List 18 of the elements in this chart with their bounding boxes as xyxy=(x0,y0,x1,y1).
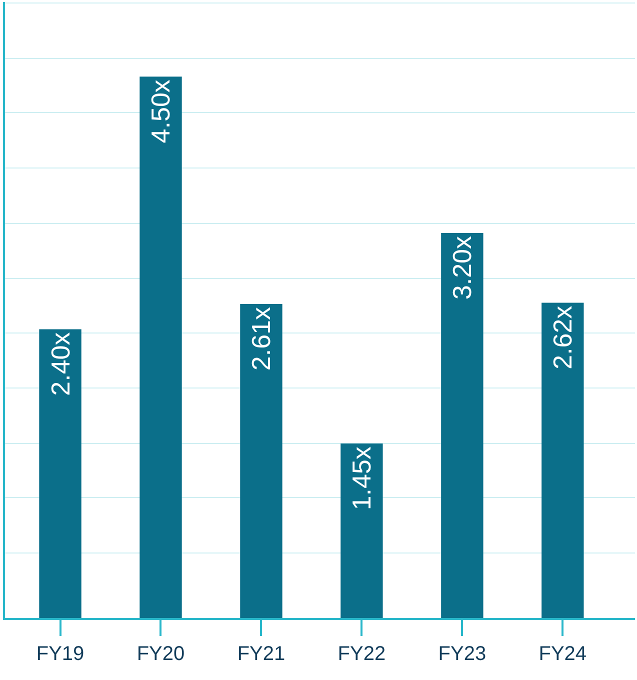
data-label: 3.20x xyxy=(447,236,478,300)
data-label: 2.62x xyxy=(548,306,578,370)
bar xyxy=(340,444,383,618)
data-label: 4.50x xyxy=(146,80,176,144)
x-tick-label: FY21 xyxy=(237,643,286,665)
data-label: 2.40x xyxy=(45,332,76,396)
bar xyxy=(240,304,282,618)
bar xyxy=(140,76,182,618)
bar xyxy=(39,329,82,618)
x-tick-label: FY20 xyxy=(136,643,185,665)
x-tick-label: FY19 xyxy=(36,643,84,665)
bar xyxy=(441,233,484,618)
x-tick-label: FY23 xyxy=(438,643,486,665)
x-tick-label: FY24 xyxy=(538,643,587,665)
bar xyxy=(542,302,584,618)
data-label: 1.45x xyxy=(346,446,377,510)
data-label: 2.61x xyxy=(246,306,276,371)
x-tick-label: FY22 xyxy=(338,643,386,665)
